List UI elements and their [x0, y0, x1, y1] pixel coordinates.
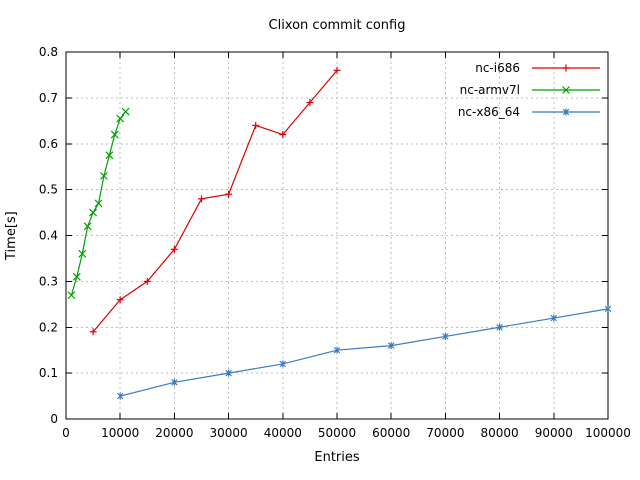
star-marker-icon: [604, 305, 612, 313]
x-tick-label: 70000: [426, 426, 464, 440]
star-marker-icon: [562, 108, 570, 116]
plus-marker-icon: [306, 98, 314, 106]
x-tick-label: 90000: [535, 426, 573, 440]
y-tick-label: 0.3: [39, 274, 58, 288]
y-tick-label: 0.7: [39, 91, 58, 105]
x-tick-label: 20000: [155, 426, 193, 440]
star-marker-icon: [225, 369, 232, 377]
star-marker-icon: [279, 360, 287, 368]
x-tick-label: 30000: [210, 426, 248, 440]
star-marker-icon: [333, 346, 341, 354]
legend-label-nc-x86_64: nc-x86_64: [458, 105, 520, 119]
x-tick-label: 50000: [318, 426, 356, 440]
y-tick-label: 0.1: [39, 366, 58, 380]
series-line-nc-i686: [92, 69, 338, 333]
cross-marker-icon: [116, 114, 125, 123]
x-tick-label: 0: [62, 426, 70, 440]
star-marker-icon: [550, 314, 558, 322]
x-axis-label: Entries: [314, 450, 360, 465]
y-axis-label: Time[s]: [4, 211, 19, 260]
star-marker-icon: [171, 378, 178, 386]
x-tick-label: 60000: [372, 426, 410, 440]
cross-marker-icon: [89, 208, 98, 217]
plus-marker-icon: [116, 296, 124, 304]
plus-marker-icon: [143, 277, 151, 285]
plus-marker-icon: [170, 245, 178, 253]
cross-marker-icon: [83, 222, 92, 231]
plus-marker-icon: [252, 121, 260, 129]
y-tick-label: 0: [50, 412, 58, 426]
plus-marker-icon: [279, 131, 287, 139]
star-marker-icon: [496, 323, 503, 331]
plus-marker-icon: [333, 66, 341, 74]
y-tick-label: 0.4: [39, 229, 58, 243]
x-tick-label: 40000: [264, 426, 302, 440]
x-tick-label: 100000: [585, 426, 631, 440]
plus-marker-icon: [225, 190, 233, 198]
legend-label-nc-armv7l: nc-armv7l: [460, 83, 520, 97]
y-tick-label: 0.6: [39, 137, 58, 151]
cross-marker-icon: [78, 249, 87, 258]
cross-marker-icon: [94, 199, 103, 208]
cross-marker-icon: [562, 86, 570, 94]
y-tick-label: 0.5: [39, 183, 58, 197]
x-tick-label: 80000: [481, 426, 519, 440]
y-tick-label: 0.2: [39, 320, 58, 334]
series-line-nc-x86_64: [120, 308, 609, 397]
plus-marker-icon: [198, 195, 205, 203]
plus-marker-icon: [89, 328, 97, 336]
cross-marker-icon: [72, 272, 81, 281]
star-marker-icon: [116, 392, 124, 400]
legend-label-nc-i686: nc-i686: [475, 61, 520, 75]
star-marker-icon: [442, 332, 449, 340]
cross-marker-icon: [105, 151, 114, 160]
x-tick-label: 10000: [101, 426, 139, 440]
cross-marker-icon: [110, 130, 119, 139]
star-marker-icon: [387, 342, 395, 350]
y-tick-label: 0.8: [39, 45, 58, 59]
cross-marker-icon: [67, 291, 76, 300]
cross-marker-icon: [100, 171, 108, 180]
cross-marker-icon: [121, 107, 130, 116]
chart-title: Clixon commit config: [268, 18, 406, 33]
plus-marker-icon: [562, 64, 570, 72]
